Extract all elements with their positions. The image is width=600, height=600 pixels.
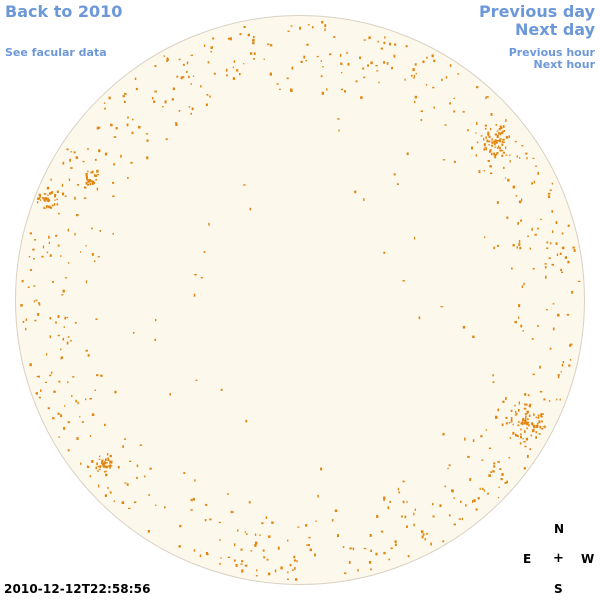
compass-west-label: W <box>581 552 595 566</box>
see-facular-data-link[interactable]: See facular data <box>5 46 107 59</box>
next-hour-link[interactable]: Next hour <box>533 58 596 71</box>
observation-timestamp: 2010-12-12T22:58:56 <box>4 582 151 596</box>
previous-hour-link[interactable]: Previous hour <box>508 46 595 59</box>
compass-center-marker: + <box>553 551 564 566</box>
compass-north-label: N <box>554 522 565 536</box>
compass-east-label: E <box>523 552 532 566</box>
solar-disk <box>15 15 585 585</box>
back-to-year-link[interactable]: Back to 2010 <box>5 2 123 21</box>
next-day-link[interactable]: Next day <box>515 20 595 39</box>
previous-day-link[interactable]: Previous day <box>478 2 595 21</box>
compass-south-label: S <box>554 582 563 596</box>
